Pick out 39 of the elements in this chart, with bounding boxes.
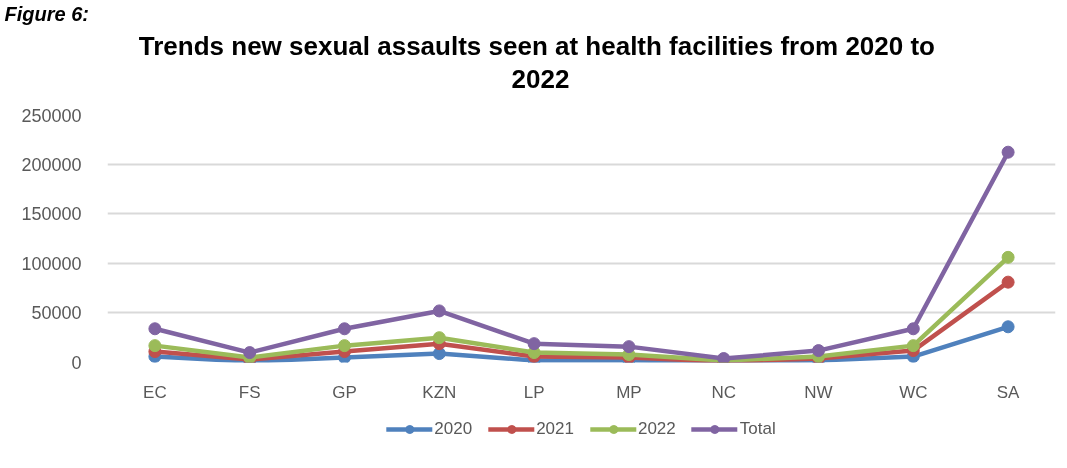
point — [622, 340, 636, 354]
x-tick-label: WC — [899, 382, 928, 402]
point — [338, 339, 351, 353]
legend-label: 2020 — [434, 419, 473, 439]
point — [1001, 320, 1015, 334]
y-tick-label: 150000 — [21, 204, 82, 225]
point — [812, 344, 825, 358]
x-tick-label: NW — [804, 382, 833, 402]
point — [1001, 275, 1015, 289]
point — [906, 322, 920, 336]
y-tick-label: 250000 — [21, 105, 82, 126]
point — [527, 337, 541, 351]
point — [906, 339, 920, 353]
point — [148, 339, 162, 353]
y-tick-label: 200000 — [21, 154, 82, 175]
point — [1001, 250, 1015, 264]
point — [148, 322, 162, 336]
point — [432, 347, 446, 361]
caption: Figure 6: — [4, 2, 89, 25]
chart-title: Trends new sexual assaults seen at health facilities from 2020 to 2022 — [138, 30, 935, 94]
x-tick-label: GP — [332, 382, 357, 402]
x-tick-label: SA — [996, 382, 1021, 402]
y-tick-label: 50000 — [31, 303, 82, 324]
legend-label: 2021 — [536, 419, 574, 439]
x-tick-label: NC — [711, 382, 736, 402]
point — [243, 346, 257, 360]
point — [432, 304, 446, 318]
point — [338, 322, 351, 336]
y-tick-label: 100000 — [21, 253, 82, 274]
legend-label: Total — [739, 419, 776, 439]
x-tick-label: FS — [238, 382, 261, 402]
point — [432, 331, 446, 345]
y-tick-label: 0 — [71, 353, 82, 373]
x-tick-label: KZN — [422, 382, 457, 402]
point — [1001, 145, 1015, 159]
legend-label: 2022 — [637, 419, 676, 439]
x-tick-label: EC — [143, 382, 167, 402]
x-tick-label: LP — [523, 382, 545, 402]
x-tick-label: MP — [616, 382, 642, 402]
